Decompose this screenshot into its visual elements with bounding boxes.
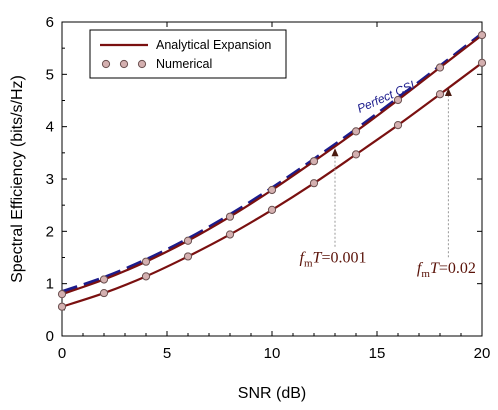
fmT-label: fmT=0.02 [417, 260, 476, 280]
legend-marker-swatch [101, 59, 111, 69]
y-tick-label: 3 [46, 171, 54, 188]
y-tick-label: 5 [46, 66, 54, 83]
y-tick-label: 2 [46, 223, 54, 240]
numerical-data-point [309, 179, 319, 188]
annotation-arrow-head [331, 148, 339, 157]
legend-box [89, 29, 287, 79]
numerical-data-point [183, 236, 193, 245]
numerical-data-point [183, 252, 193, 261]
legend-entry-numerical: Numerical [156, 57, 212, 71]
numerical-data-point [141, 272, 151, 281]
x-tick-label: 15 [369, 345, 386, 362]
x-tick-label: 20 [474, 345, 491, 362]
series-layer [57, 30, 487, 311]
y-tick-label: 6 [46, 14, 54, 31]
legend-entry-analytical: Analytical Expansion [156, 38, 271, 52]
y-axis-label: Spectral Efficiency (bits/s/Hz) [9, 75, 26, 283]
axes: 0 1 2 3 4 5 6 0 5 10 15 20 SNR (dB) Spectral Efficien… [9, 14, 490, 402]
legend-marker-swatch [119, 59, 129, 69]
numerical-data-point [351, 150, 361, 159]
x-tick-label: 5 [163, 345, 171, 362]
fmT-label: fmT=0.001 [300, 250, 367, 270]
numerical-data-point [435, 90, 445, 99]
x-tick-label: 10 [264, 345, 281, 362]
numerical-data-point [267, 185, 277, 195]
numerical-data-point [99, 288, 109, 298]
x-axis-label: SNR (dB) [238, 385, 306, 402]
numerical-data-point [393, 120, 403, 130]
legend-marker-swatch [137, 59, 147, 69]
numerical-data-point [99, 275, 109, 284]
numerical-data-point [477, 58, 487, 67]
annotation-arrow-head [444, 88, 452, 97]
y-tick-label: 0 [46, 328, 54, 345]
numerical-data-point [351, 127, 361, 136]
numerical-data-point [141, 257, 151, 266]
numerical-data-point [225, 230, 235, 239]
numerical-data-point [267, 205, 277, 214]
numerical-data-point [435, 63, 445, 72]
numerical-data-point [477, 30, 487, 40]
numerical-data-point [309, 157, 319, 166]
y-tick-label: 1 [46, 276, 54, 293]
x-tick-label: 0 [58, 345, 66, 362]
numerical-data-point [57, 302, 67, 311]
y-tick-label: 4 [46, 119, 54, 136]
numerical-data-point [57, 290, 67, 299]
numerical-data-point [393, 95, 403, 105]
numerical-data-point [225, 212, 235, 221]
legend: Analytical Expansion Numerical [89, 29, 287, 79]
